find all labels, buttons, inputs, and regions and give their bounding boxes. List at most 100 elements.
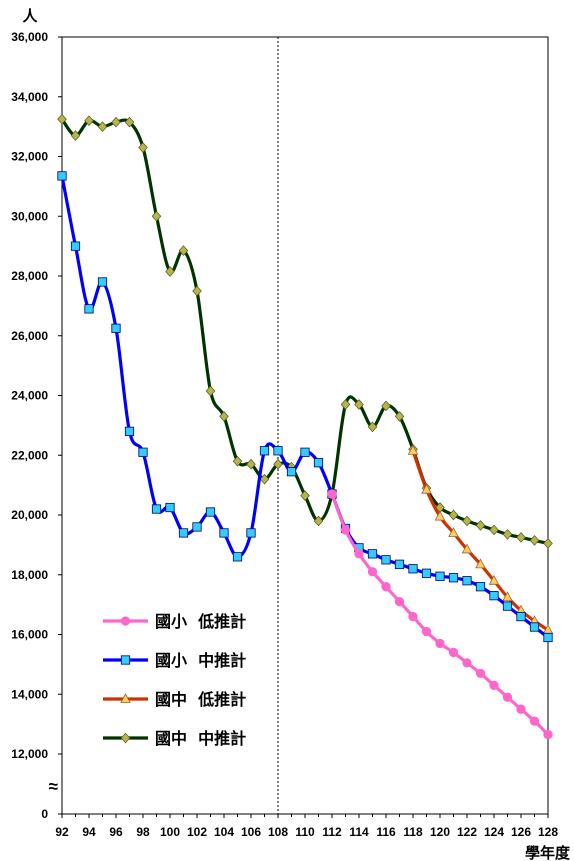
- data-point: [462, 515, 472, 527]
- data-point: [502, 591, 513, 602]
- y-tick-label: 24,000: [11, 389, 48, 403]
- x-tick-label: 124: [484, 825, 504, 839]
- data-point: [421, 568, 432, 578]
- legend-entry: 國小 低推計: [103, 612, 246, 631]
- x-tick-label: 94: [82, 825, 96, 839]
- data-point: [178, 245, 189, 256]
- legend-label: 國中 中推計: [155, 729, 246, 748]
- data-point: [97, 121, 108, 132]
- data-point: [192, 285, 202, 297]
- x-tick-label: 126: [511, 825, 531, 839]
- y-tick-label: 28,000: [11, 269, 48, 283]
- data-point: [111, 116, 121, 128]
- data-point: [165, 266, 175, 277]
- legend-entry: 國中 低推計: [103, 690, 246, 709]
- legend-entry: 國中 中推計: [103, 729, 246, 748]
- legend-label: 國小 低推計: [155, 612, 246, 631]
- data-point: [232, 552, 243, 562]
- data-point: [462, 576, 472, 586]
- y-tick-label: 30,000: [11, 209, 48, 223]
- data-point: [151, 504, 162, 514]
- plot-area-border: [61, 36, 549, 815]
- data-point: [178, 528, 189, 538]
- data-point: [435, 571, 445, 581]
- data-point: [462, 658, 472, 668]
- data-point: [300, 447, 310, 457]
- data-point: [192, 522, 202, 532]
- data-point: [529, 716, 540, 726]
- data-point: [489, 591, 499, 601]
- x-tick-label: 102: [187, 825, 207, 839]
- data-point: [461, 543, 473, 554]
- data-point: [435, 638, 445, 649]
- data-point: [367, 549, 378, 559]
- series-lines: [57, 113, 554, 740]
- x-tick-label: 122: [457, 825, 477, 839]
- data-point: [124, 116, 135, 128]
- y-tick-label: 12,000: [11, 747, 48, 761]
- data-point: [205, 507, 216, 517]
- data-point: [475, 668, 486, 678]
- x-tick-label: 112: [322, 825, 342, 839]
- data-point: [219, 411, 229, 422]
- data-point: [111, 323, 121, 333]
- data-point: [259, 473, 270, 485]
- x-tick-label: 120: [430, 825, 450, 839]
- data-point: [488, 574, 500, 585]
- data-point: [516, 611, 526, 622]
- data-point: [97, 277, 108, 287]
- data-point: [124, 426, 135, 436]
- data-point: [489, 524, 499, 536]
- data-point: [543, 729, 553, 740]
- x-axis-label: 學年度: [525, 844, 571, 861]
- data-point: [340, 525, 351, 535]
- data-point: [408, 611, 418, 622]
- x-tick-label: 104: [214, 825, 234, 839]
- x-tick-label: 108: [268, 825, 288, 839]
- data-point: [475, 582, 486, 592]
- data-point: [367, 421, 378, 433]
- y-axis-label: 人: [22, 7, 38, 25]
- legend-label: 國中 低推計: [155, 690, 246, 709]
- data-point: [381, 582, 391, 592]
- data-point: [138, 447, 148, 457]
- y-tick-label: 18,000: [11, 568, 48, 582]
- data-point: [246, 528, 256, 538]
- data-point: [313, 515, 324, 527]
- x-tick-label: 128: [538, 825, 558, 839]
- data-point: [502, 529, 513, 540]
- data-point: [219, 528, 229, 538]
- data-point: [516, 704, 526, 714]
- series-3: [57, 113, 553, 549]
- data-point: [205, 385, 216, 397]
- data-point: [394, 596, 405, 607]
- y-tick-label: 20,000: [11, 508, 48, 522]
- data-point: [516, 532, 526, 543]
- data-point: [354, 549, 364, 559]
- x-tick-label: 96: [109, 825, 123, 839]
- data-point: [84, 115, 94, 126]
- data-point: [340, 399, 351, 410]
- y-tick-label: 14,000: [11, 687, 48, 701]
- x-tick-label: 114: [349, 825, 369, 839]
- legend-marker: [120, 655, 131, 665]
- y-tick-label: 32,000: [11, 150, 48, 164]
- x-tick-label: 100: [160, 825, 180, 839]
- legend-entry: 國小 中推計: [103, 651, 246, 670]
- y-tick-label: 34,000: [11, 90, 48, 104]
- data-point: [421, 626, 432, 637]
- x-tick-label: 118: [403, 825, 423, 839]
- data-point: [70, 130, 81, 141]
- data-point: [502, 601, 513, 611]
- data-point: [489, 680, 499, 690]
- x-tick-label: 110: [295, 825, 315, 839]
- legend-marker: [120, 616, 131, 626]
- legend-marker: [120, 693, 131, 703]
- data-point: [394, 411, 405, 422]
- data-point: [529, 535, 540, 546]
- legend-label: 國小 中推計: [155, 651, 246, 670]
- data-point: [448, 573, 459, 583]
- data-point: [151, 210, 162, 222]
